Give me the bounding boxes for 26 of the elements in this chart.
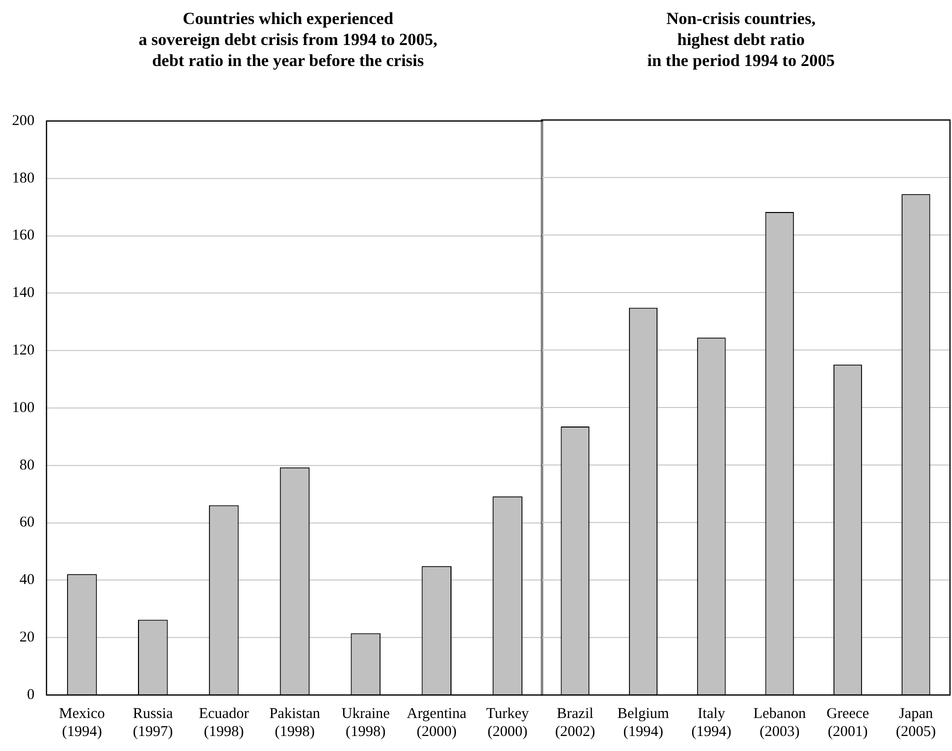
x-tick-label: Turkey (2000) bbox=[486, 706, 530, 740]
x-tick-label: Brazil (2002) bbox=[555, 706, 596, 740]
x-tick-label: Ukraine (1998) bbox=[342, 706, 390, 740]
y-tick-label: 60 bbox=[20, 514, 34, 531]
x-tick-label: Pakistan (1998) bbox=[269, 706, 321, 740]
x-tick-label: Italy (1994) bbox=[691, 706, 732, 740]
x-tick-label: Lebanon (2003) bbox=[753, 706, 806, 740]
x-tick-label: Japan (2005) bbox=[896, 706, 936, 740]
y-tick-label: 160 bbox=[12, 228, 34, 244]
chart-title: Countries which experienced a sovereign debt crisis from 1994 to 2005, debt ratio in the year before the crisis bbox=[138, 8, 438, 71]
x-tick-label: Russia (1997) bbox=[132, 706, 174, 740]
chart-title: Non-crisis countries, highest debt ratio in the period 1994 to 2005 bbox=[646, 8, 836, 71]
y-tick-label: 120 bbox=[12, 342, 34, 359]
y-tick-label: 180 bbox=[12, 170, 34, 186]
x-tick-label: Belgium (1994) bbox=[617, 706, 670, 740]
x-tick-label: Greece (2001) bbox=[826, 706, 870, 740]
y-tick-label: 20 bbox=[20, 630, 34, 646]
x-tick-label: Ecuador (1998) bbox=[198, 706, 249, 740]
y-tick-label: 100 bbox=[12, 400, 34, 416]
y-tick-label: 140 bbox=[12, 285, 34, 302]
y-tick-label: 40 bbox=[20, 572, 34, 588]
x-tick-label: Argentina (2000) bbox=[406, 706, 467, 740]
y-tick-label: 200 bbox=[12, 112, 34, 129]
y-tick-label: 80 bbox=[20, 457, 34, 474]
y-tick-label: 0 bbox=[27, 686, 34, 703]
x-tick-label: Mexico (1994) bbox=[59, 706, 105, 740]
